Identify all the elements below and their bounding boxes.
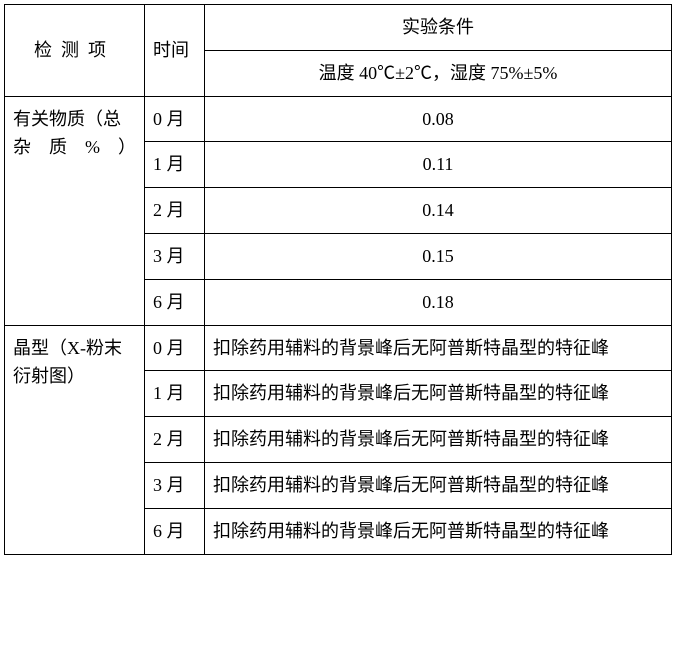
header-condition-title: 实验条件 [205,5,672,51]
cell-value: 0.11 [205,142,672,188]
section1-label: 有关物质（总杂质%） [5,96,145,325]
cell-time: 6 月 [145,508,205,554]
stability-data-table: 检测项 时间 实验条件 温度 40℃±2℃，湿度 75%±5% 有关物质（总杂质… [4,4,672,555]
cell-time: 3 月 [145,233,205,279]
table-row: 有关物质（总杂质%） 0 月 0.08 [5,96,672,142]
cell-value: 扣除药用辅料的背景峰后无阿普斯特晶型的特征峰 [205,417,672,463]
cell-value: 扣除药用辅料的背景峰后无阿普斯特晶型的特征峰 [205,371,672,417]
cell-value: 0.18 [205,279,672,325]
cell-time: 1 月 [145,371,205,417]
cell-value: 扣除药用辅料的背景峰后无阿普斯特晶型的特征峰 [205,325,672,371]
cell-time: 3 月 [145,462,205,508]
header-time: 时间 [145,5,205,97]
table-row: 晶型（X-粉末衍射图） 0 月 扣除药用辅料的背景峰后无阿普斯特晶型的特征峰 [5,325,672,371]
header-item: 检测项 [5,5,145,97]
cell-time: 2 月 [145,417,205,463]
section2-label: 晶型（X-粉末衍射图） [5,325,145,554]
cell-value: 0.15 [205,233,672,279]
cell-value: 扣除药用辅料的背景峰后无阿普斯特晶型的特征峰 [205,508,672,554]
cell-time: 2 月 [145,188,205,234]
table-header-row-1: 检测项 时间 实验条件 [5,5,672,51]
header-condition-value: 温度 40℃±2℃，湿度 75%±5% [205,50,672,96]
cell-time: 6 月 [145,279,205,325]
cell-value: 扣除药用辅料的背景峰后无阿普斯特晶型的特征峰 [205,462,672,508]
cell-time: 0 月 [145,325,205,371]
cell-time: 1 月 [145,142,205,188]
cell-time: 0 月 [145,96,205,142]
cell-value: 0.08 [205,96,672,142]
cell-value: 0.14 [205,188,672,234]
